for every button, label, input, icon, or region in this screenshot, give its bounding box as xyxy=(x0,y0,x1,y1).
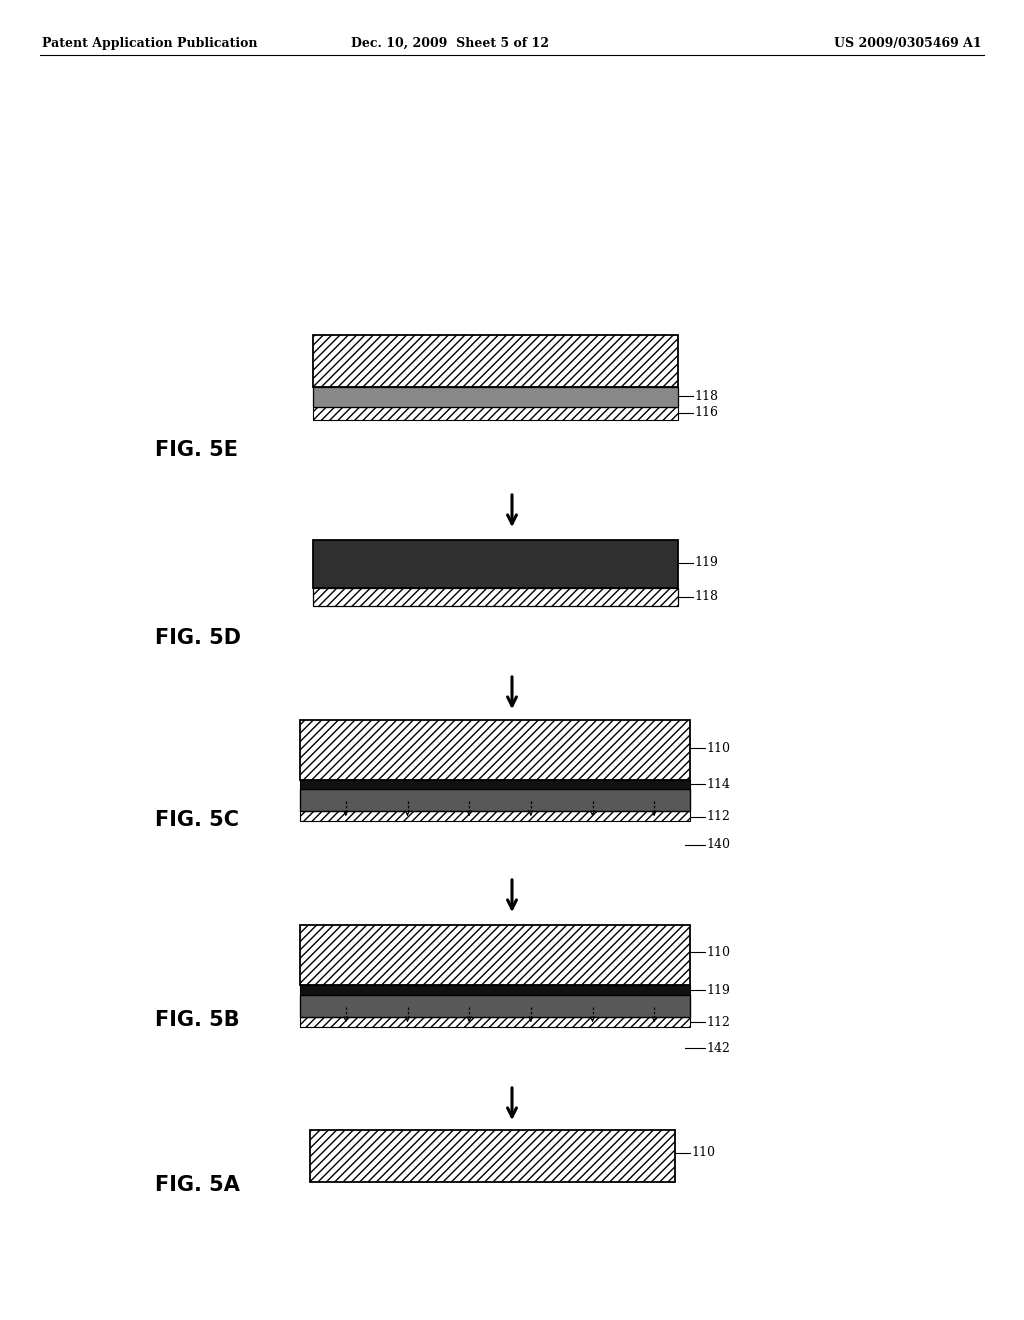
Text: 116: 116 xyxy=(694,407,718,420)
Text: 118: 118 xyxy=(694,590,718,603)
Text: 110: 110 xyxy=(691,1147,715,1159)
Bar xyxy=(300,1016,690,1027)
Bar xyxy=(300,789,690,810)
Text: 110: 110 xyxy=(706,742,730,755)
Text: 118: 118 xyxy=(694,389,718,403)
Bar xyxy=(300,719,690,780)
Text: Dec. 10, 2009  Sheet 5 of 12: Dec. 10, 2009 Sheet 5 of 12 xyxy=(351,37,549,49)
Text: FIG. 5B: FIG. 5B xyxy=(155,1010,240,1030)
Bar xyxy=(310,1130,675,1181)
Bar xyxy=(300,925,690,985)
Text: 142: 142 xyxy=(706,1041,730,1055)
Text: 112: 112 xyxy=(706,1015,730,1028)
Text: FIG. 5C: FIG. 5C xyxy=(155,810,239,830)
Text: 119: 119 xyxy=(694,557,718,569)
Text: FIG. 5E: FIG. 5E xyxy=(155,440,238,459)
Bar xyxy=(300,780,690,789)
Text: 140: 140 xyxy=(706,838,730,851)
Text: US 2009/0305469 A1: US 2009/0305469 A1 xyxy=(835,37,982,49)
Text: FIG. 5A: FIG. 5A xyxy=(155,1175,240,1195)
Text: Patent Application Publication: Patent Application Publication xyxy=(42,37,257,49)
Bar xyxy=(300,985,690,995)
Bar xyxy=(313,335,678,387)
Bar xyxy=(313,407,678,420)
Text: 114: 114 xyxy=(706,777,730,791)
Bar xyxy=(313,540,678,587)
Bar xyxy=(313,387,678,407)
Bar xyxy=(313,587,678,606)
Text: 110: 110 xyxy=(706,945,730,958)
Text: 112: 112 xyxy=(706,810,730,824)
Bar xyxy=(300,995,690,1016)
Text: FIG. 5D: FIG. 5D xyxy=(155,628,241,648)
Bar xyxy=(300,810,690,821)
Text: 119: 119 xyxy=(706,983,730,997)
